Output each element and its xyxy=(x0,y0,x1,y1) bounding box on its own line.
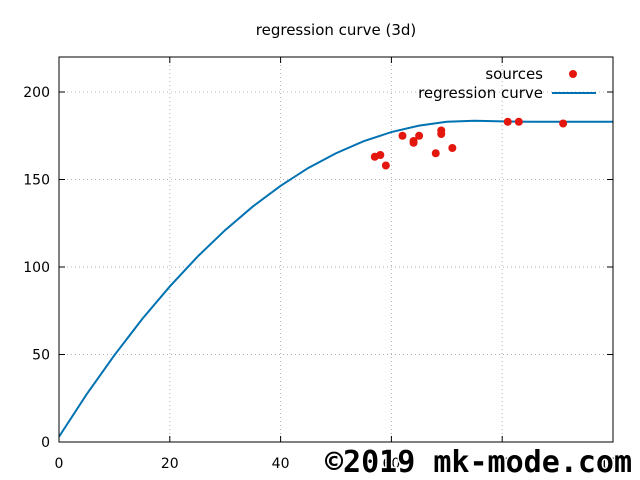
source-point xyxy=(431,149,440,158)
source-point xyxy=(503,117,512,126)
y-tick-label: 100 xyxy=(23,260,50,276)
x-tick-label: 60 xyxy=(382,456,400,472)
legend-marker-sources xyxy=(569,70,577,78)
chart-title: regression curve (3d) xyxy=(256,21,416,39)
x-tick-label: 20 xyxy=(161,456,179,472)
y-tick-label: 150 xyxy=(23,173,50,189)
source-point xyxy=(376,151,385,159)
source-point xyxy=(381,161,390,170)
legend: sources regression curve xyxy=(418,65,596,102)
grid xyxy=(59,57,613,442)
axis-ticks: 0 20 40 60 80 100 0 50 100 150 200 xyxy=(23,57,626,472)
y-tick-label: 200 xyxy=(23,85,50,101)
plot-frame xyxy=(58,56,614,443)
x-tick-label: 0 xyxy=(55,456,64,472)
source-point xyxy=(415,131,424,140)
source-point xyxy=(514,117,523,126)
y-tick-label: 50 xyxy=(32,348,50,364)
sources-points-layer xyxy=(370,117,568,170)
regression-curve-line xyxy=(58,119,613,438)
watermark: ©2019 mk-mode.com xyxy=(325,445,632,480)
source-point xyxy=(559,119,568,128)
x-tick-label: 80 xyxy=(493,456,511,472)
legend-label-sources: sources xyxy=(485,65,543,83)
source-point xyxy=(398,131,407,140)
legend-label-regression-curve: regression curve xyxy=(418,84,543,102)
source-point xyxy=(448,144,457,152)
x-tick-label: 40 xyxy=(272,456,290,472)
source-point xyxy=(437,130,446,138)
x-tick-label: 100 xyxy=(600,456,627,472)
y-tick-label: 0 xyxy=(41,435,50,451)
source-point xyxy=(409,138,418,147)
regression-curve-layer xyxy=(58,119,613,438)
